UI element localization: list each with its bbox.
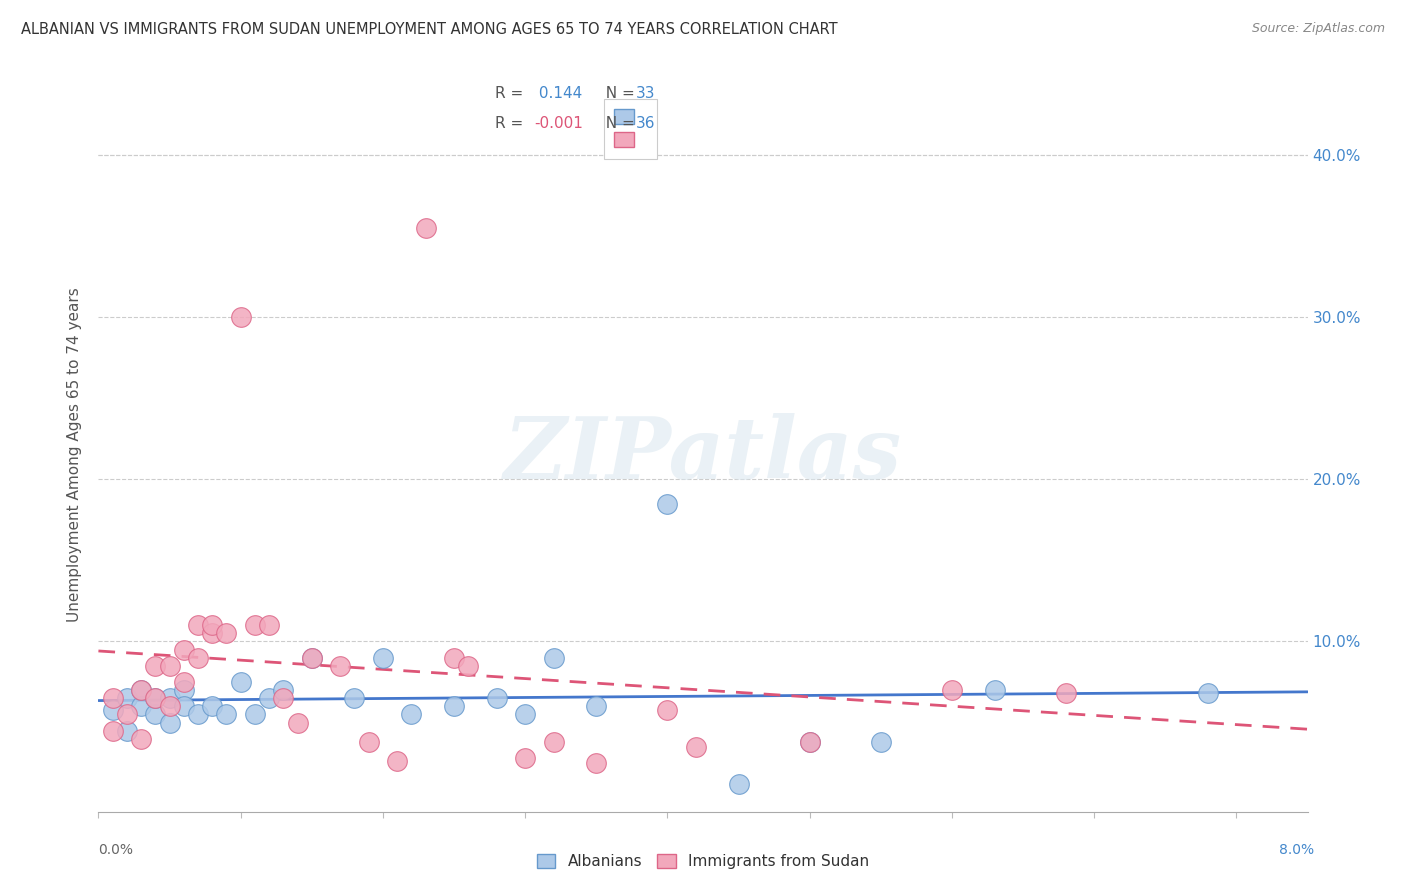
Point xyxy=(115,691,138,706)
Legend: , : , xyxy=(603,99,657,159)
Point xyxy=(457,658,479,673)
Point xyxy=(371,650,394,665)
Text: ZIPatlas: ZIPatlas xyxy=(503,413,903,497)
Point xyxy=(869,735,891,749)
Text: N =: N = xyxy=(596,116,640,130)
Point xyxy=(187,618,209,632)
Point xyxy=(983,683,1005,698)
Point xyxy=(343,691,366,706)
Legend: Albanians, Immigrants from Sudan: Albanians, Immigrants from Sudan xyxy=(531,848,875,875)
Text: Source: ZipAtlas.com: Source: ZipAtlas.com xyxy=(1251,22,1385,36)
Text: R =: R = xyxy=(495,87,529,101)
Point xyxy=(215,626,238,640)
Point xyxy=(129,699,152,714)
Text: 33: 33 xyxy=(636,87,655,101)
Point xyxy=(257,618,280,632)
Point xyxy=(799,735,821,749)
Point xyxy=(201,699,224,714)
Point xyxy=(101,691,124,706)
Point xyxy=(243,618,266,632)
Point xyxy=(115,707,138,722)
Point xyxy=(443,650,465,665)
Text: 36: 36 xyxy=(636,116,655,130)
Point xyxy=(1054,686,1077,700)
Point xyxy=(173,683,195,698)
Point xyxy=(401,707,423,722)
Y-axis label: Unemployment Among Ages 65 to 74 years: Unemployment Among Ages 65 to 74 years xyxy=(67,287,83,623)
Point xyxy=(415,220,437,235)
Point xyxy=(443,699,465,714)
Point xyxy=(173,642,195,657)
Point xyxy=(173,675,195,690)
Point xyxy=(799,735,821,749)
Point xyxy=(273,691,295,706)
Point xyxy=(101,723,124,738)
Text: N =: N = xyxy=(596,87,640,101)
Point xyxy=(215,707,238,722)
Point xyxy=(301,650,323,665)
Point xyxy=(243,707,266,722)
Point xyxy=(543,650,565,665)
Point xyxy=(287,715,309,730)
Text: -0.001: -0.001 xyxy=(534,116,583,130)
Point xyxy=(301,650,323,665)
Text: 0.0%: 0.0% xyxy=(98,843,134,857)
Point xyxy=(229,310,252,324)
Point xyxy=(143,691,166,706)
Point xyxy=(201,618,224,632)
Text: ALBANIAN VS IMMIGRANTS FROM SUDAN UNEMPLOYMENT AMONG AGES 65 TO 74 YEARS CORRELA: ALBANIAN VS IMMIGRANTS FROM SUDAN UNEMPL… xyxy=(21,22,838,37)
Point xyxy=(357,735,380,749)
Text: 8.0%: 8.0% xyxy=(1279,843,1315,857)
Point xyxy=(941,683,963,698)
Text: 0.144: 0.144 xyxy=(534,87,582,101)
Point xyxy=(257,691,280,706)
Point xyxy=(159,658,181,673)
Point xyxy=(159,699,181,714)
Point xyxy=(115,723,138,738)
Point xyxy=(173,699,195,714)
Point xyxy=(143,691,166,706)
Point xyxy=(187,650,209,665)
Point xyxy=(229,675,252,690)
Point xyxy=(101,702,124,716)
Point xyxy=(273,683,295,698)
Point xyxy=(657,497,679,511)
Point xyxy=(685,739,707,754)
Point xyxy=(543,735,565,749)
Point xyxy=(485,691,508,706)
Point xyxy=(1197,686,1219,700)
Point xyxy=(657,702,679,716)
Point xyxy=(201,626,224,640)
Point xyxy=(129,731,152,746)
Point xyxy=(129,683,152,698)
Point xyxy=(329,658,352,673)
Point xyxy=(129,683,152,698)
Point xyxy=(143,658,166,673)
Point xyxy=(515,707,537,722)
Point xyxy=(585,756,607,770)
Point xyxy=(159,715,181,730)
Point xyxy=(159,691,181,706)
Point xyxy=(385,755,408,769)
Point xyxy=(585,699,607,714)
Point xyxy=(143,707,166,722)
Point xyxy=(187,707,209,722)
Point xyxy=(727,777,749,791)
Text: R =: R = xyxy=(495,116,529,130)
Point xyxy=(515,751,537,765)
